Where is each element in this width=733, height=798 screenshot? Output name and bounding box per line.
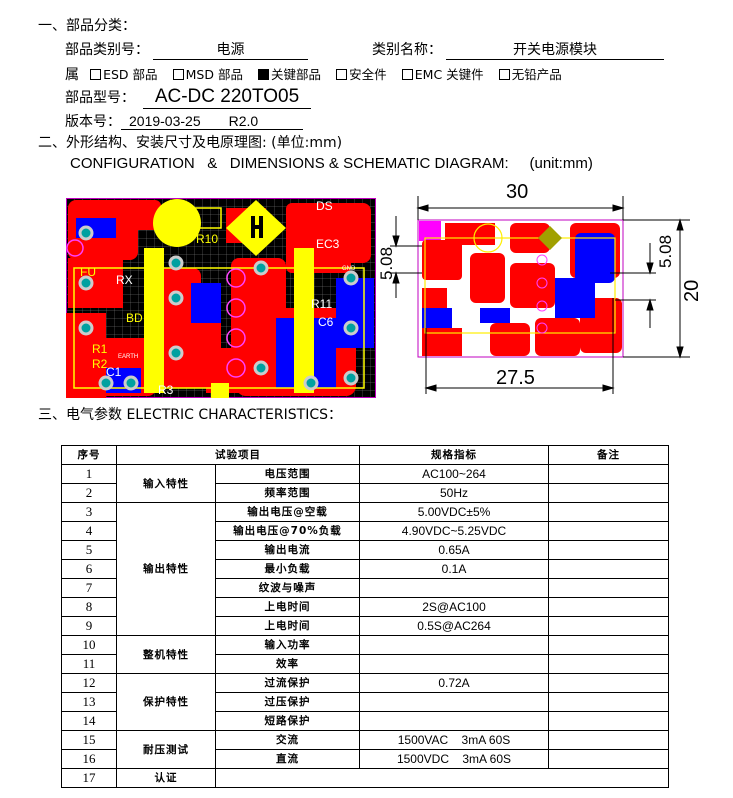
pcb-label-fu: FU	[80, 265, 96, 279]
version-date: 2019-03-25	[129, 113, 201, 129]
pcb-label-ds: DS	[316, 199, 333, 213]
pcb-label-earth: EARTH	[118, 354, 138, 360]
pcb-layout-image: FU RX BD EC3 DS R10 R11 C6 C1 R3 R1 R2 E…	[66, 198, 376, 398]
table-header-row: 序号 试验项目 规格指标 备注	[61, 445, 669, 465]
header-test-item: 试验项目	[116, 445, 360, 465]
group-input: 输入特性	[116, 464, 216, 503]
attr-lead-free[interactable]: 无铅产品	[498, 67, 562, 82]
version-label: 版本号：	[65, 114, 121, 130]
group-protection: 保护特性	[116, 673, 216, 731]
section3-heading: 三、电气参数 ELECTRIC CHARACTERISTICS：	[38, 407, 342, 423]
section1-heading: 一、部品分类：	[38, 18, 136, 34]
attr-esd[interactable]: ESD 部品	[90, 67, 158, 82]
group-certification: 认证	[116, 768, 216, 788]
checkbox-icon[interactable]	[498, 69, 510, 80]
pcb-label-rx: RX	[116, 273, 133, 287]
version-row: 版本号： 2019-03-25 R2.0	[65, 111, 303, 131]
pcb-label-r10: R10	[196, 232, 218, 246]
header-remark: 备注	[548, 445, 669, 465]
dim-pitch-left: 5.08	[377, 247, 396, 280]
group-withstand: 耐压测试	[116, 730, 216, 769]
attr-emc[interactable]: EMC 关键件	[401, 67, 484, 82]
table-row: 5 输出电流 0.65A	[61, 540, 669, 560]
pcb-label-ec3: EC3	[316, 237, 340, 251]
table-row: 16 直流 1500VDC 3mA 60S	[61, 749, 669, 769]
group-system: 整机特性	[116, 635, 216, 674]
checkbox-icon[interactable]	[336, 69, 348, 80]
pcb-label-r2: R2	[92, 357, 108, 371]
category-name-row: 类别名称： 开关电源模块	[372, 39, 664, 60]
dim-width: 30	[506, 181, 528, 203]
pcb-label-c6: C6	[318, 315, 334, 329]
pcb-label-r3: R3	[158, 383, 174, 397]
attr-key-part[interactable]: 关键部品	[258, 67, 321, 82]
table-row: 12 保护特性 过流保护 0.72A	[61, 673, 669, 731]
category-name-label: 类别名称：	[372, 42, 442, 58]
category-no-value: 电源	[153, 39, 308, 60]
table-row: 3 输出特性 输出电压@空载 5.00VDC±5%	[61, 502, 669, 636]
header-spec: 规格指标	[359, 445, 549, 465]
model-row: 部品型号： AC-DC 220TO05	[65, 86, 311, 109]
pcb-label-r11: R11	[311, 297, 332, 311]
table-row: 15 耐压测试 交流 1500VAC 3mA 60S	[61, 730, 669, 769]
table-row: 17 认证	[61, 768, 669, 788]
table-row: 11 效率	[61, 654, 669, 674]
table-row: 9 上电时间 0.5S@AC264	[61, 616, 669, 636]
section2-heading: 二、外形结构、安装尺寸及电原理图: (单位:mm)	[38, 135, 343, 151]
dim-height: 20	[681, 280, 700, 302]
pcb-label-r1: R1	[92, 342, 108, 356]
dimension-drawing: 30 27.5 5.08 5.08 20	[377, 181, 700, 394]
section2-subheading: CONFIGURATION & DIMENSIONS & SCHEMATIC D…	[70, 155, 593, 172]
pcb-label-gnd: GND	[342, 266, 356, 272]
attribute-label: 属	[65, 67, 79, 83]
pcb-label-bd: BD	[126, 311, 143, 325]
category-no-label: 部品类别号：	[65, 42, 149, 58]
checkbox-icon[interactable]	[90, 69, 102, 80]
checkbox-icon[interactable]	[172, 69, 184, 80]
pcb-label-c1: C1	[106, 365, 122, 379]
table-row: 8 上电时间 2S@AC100	[61, 597, 669, 617]
category-no-row: 部品类别号： 电源	[65, 39, 308, 60]
checkbox-icon[interactable]	[401, 69, 413, 80]
model-label: 部品型号：	[65, 90, 135, 106]
electric-characteristics-table: 序号 试验项目 规格指标 备注 1 输入特性 电压范围 AC100~264 2 频率范围…	[61, 445, 669, 788]
category-name-value: 开关电源模块	[446, 39, 664, 60]
attr-msd[interactable]: MSD 部品	[172, 67, 243, 82]
group-output: 输出特性	[116, 502, 216, 636]
version-rev: R2.0	[228, 113, 259, 129]
header-no: 序号	[61, 445, 117, 465]
table-row: 13 过压保护	[61, 692, 669, 712]
model-value: AC-DC 220TO05	[143, 86, 311, 109]
checkbox-checked-icon[interactable]	[258, 69, 270, 80]
dim-inner-width: 27.5	[496, 367, 535, 389]
dim-pitch-right: 5.08	[656, 235, 675, 268]
table-row: 1 输入特性 电压范围 AC100~264	[61, 464, 669, 503]
attribute-row: 属 ESD 部品 MSD 部品 关键部品 安全件 EMC 关键件 无铅产品	[65, 64, 572, 84]
board-outline	[417, 219, 624, 358]
table-row: 10 整机特性 输入功率	[61, 635, 669, 674]
attr-safety[interactable]: 安全件	[336, 67, 387, 82]
table-row: 2 频率范围 50Hz	[61, 483, 669, 503]
